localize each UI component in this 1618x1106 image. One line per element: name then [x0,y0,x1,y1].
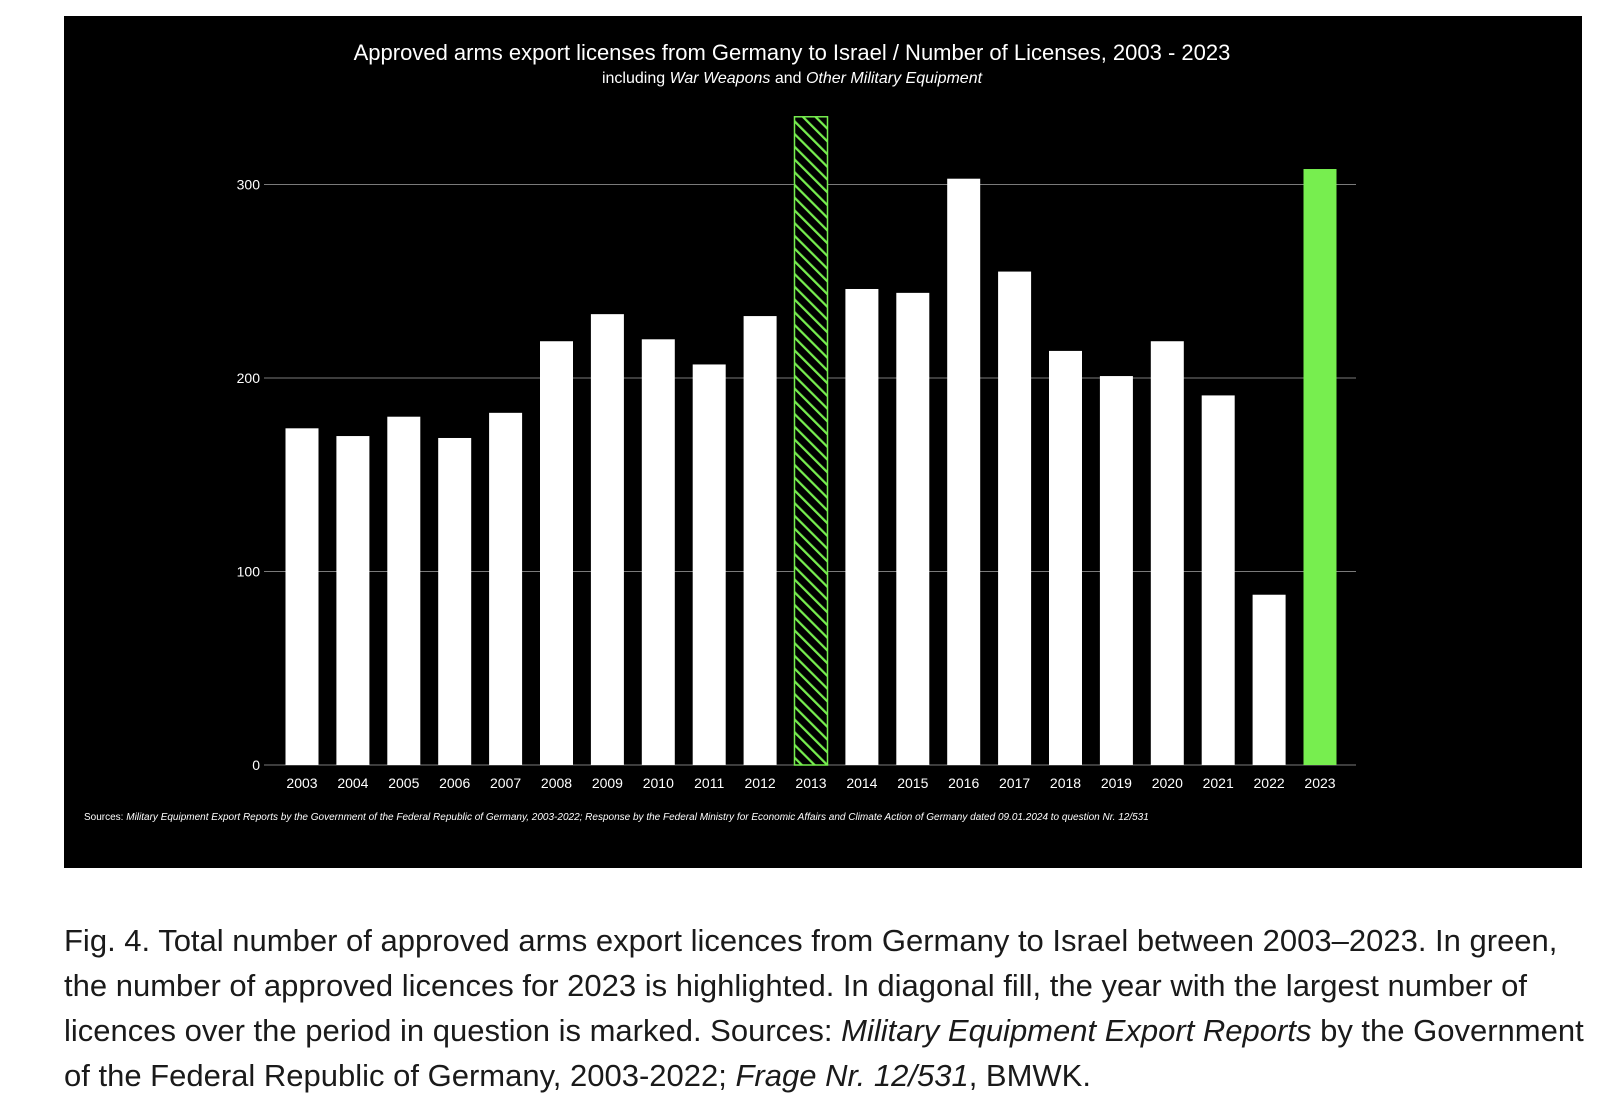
bar-2018 [1049,350,1082,765]
y-tick-label: 200 [237,370,261,386]
bar-2020 [1150,341,1184,765]
chart-source-note: Sources: Military Equipment Export Repor… [84,812,1149,823]
x-tick-label: 2018 [1050,775,1081,791]
bar-2011 [692,364,726,765]
bar-2016 [947,178,981,765]
bar-2007 [489,412,523,765]
x-tick-label: 2005 [388,775,419,791]
bar-2008 [540,341,573,765]
y-tick-label: 300 [237,177,261,193]
bars [285,116,1337,766]
bar-chart: 0 100 200 300 2003 2004 2005 2006 2007 2008 2009 20… [84,40,1356,823]
x-tick-label: 2008 [541,775,572,791]
x-tick-label: 2017 [999,775,1030,791]
axis-labels: 0 100 200 300 2003 2004 2005 2006 2007 2008 2009 20… [237,177,1336,792]
x-tick-label: 2009 [592,775,623,791]
x-tick-label: 2014 [846,775,877,791]
bar-2015 [896,292,930,765]
x-tick-label: 2022 [1254,775,1285,791]
bar-2003 [285,428,319,765]
y-tick-label: 100 [237,564,261,580]
bar-2005 [387,416,421,765]
bar-2021 [1201,395,1235,765]
bar-2023 [1303,169,1337,765]
y-tick-label: 0 [252,757,260,773]
figure-caption: Fig. 4. Total number of approved arms ex… [64,918,1584,1098]
x-tick-label: 2013 [795,775,826,791]
bar-2006 [438,437,472,765]
bar-2009 [590,314,624,765]
x-tick-label: 2016 [948,775,979,791]
subtitle-segment: War Weapons [670,70,771,87]
bar-2004 [336,436,370,765]
chart-panel: 0 100 200 300 2003 2004 2005 2006 2007 2008 2009 20… [64,16,1582,868]
x-tick-label: 2021 [1203,775,1234,791]
bar-2019 [1099,376,1133,765]
x-tick-label: 2007 [490,775,521,791]
x-tick-label: 2006 [439,775,470,791]
bar-2014 [845,288,879,765]
x-tick-label: 2004 [337,775,368,791]
caption-text: by the Government of the Federal Republi… [64,1013,1584,1093]
bar-2013 [793,116,829,766]
x-tick-label: 2011 [694,775,724,791]
x-tick-label: 2012 [745,775,776,791]
x-tick-label: 2023 [1304,775,1335,791]
x-tick-label: 2003 [286,775,317,791]
caption-text: Fig. 4. Total number of approved arms ex… [64,923,1558,1048]
x-tick-label: 2015 [897,775,928,791]
x-tick-label: 2010 [643,775,674,791]
chart-subtitle: including War Weapons and Other Military… [602,70,983,87]
x-tick-label: 2020 [1152,775,1183,791]
bar-2022 [1252,594,1286,765]
bar-2010 [641,339,675,765]
caption-source-reference: Frage Nr. 12/531 [735,1058,969,1093]
bar-2017 [998,271,1032,765]
x-tick-label: 2019 [1101,775,1132,791]
subtitle-segment: including [602,70,670,87]
caption-source-title: Military Equipment Export Reports [841,1013,1312,1048]
bar-2012 [743,316,777,765]
subtitle-segment: Other Military Equipment [806,70,983,87]
caption-text: , BMWK. [968,1058,1091,1093]
subtitle-segment: and [770,70,806,87]
chart-title: Approved arms export licenses from Germa… [354,40,1231,65]
